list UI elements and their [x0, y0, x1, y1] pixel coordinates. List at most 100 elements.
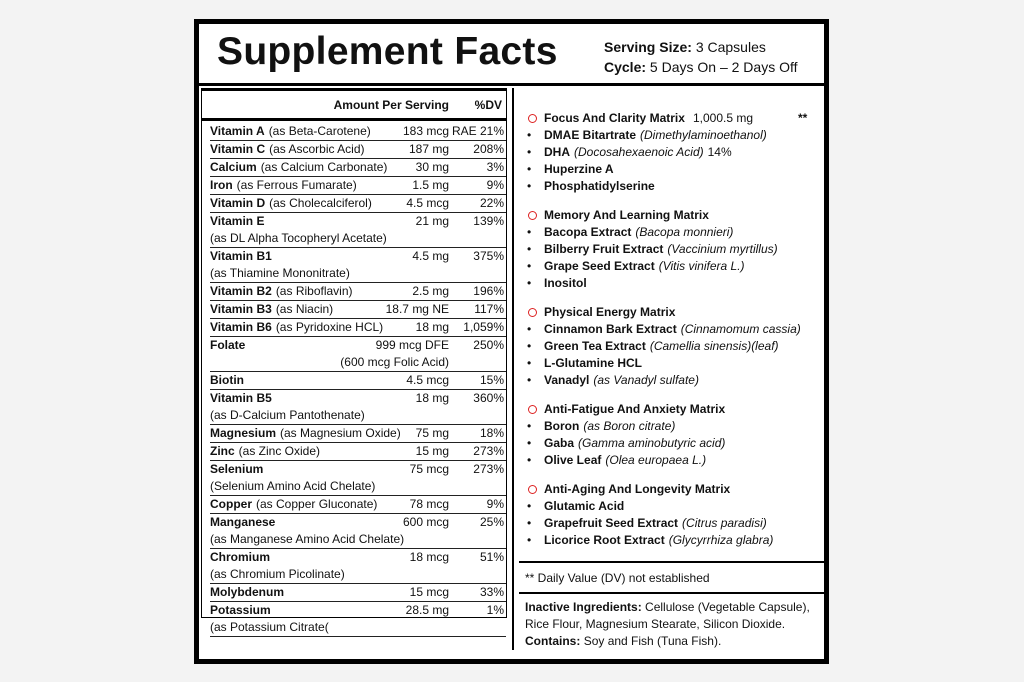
nutrient-row: Copper (as Copper Gluconate) 78 mcg 9%	[210, 496, 506, 514]
matrix-heading: Anti-Fatigue And Anxiety Matrix	[524, 401, 824, 418]
nutrient-header: Amount Per Serving %DV	[202, 91, 506, 121]
bullet: •	[527, 453, 532, 467]
ingredient: • Olive Leaf (Olea europaea L.)	[524, 452, 824, 469]
nutrient-name: Vitamin A	[210, 124, 265, 138]
nutrient-dv: 196%	[473, 284, 504, 298]
label-box	[194, 19, 829, 664]
matrix-note: **	[798, 111, 808, 125]
nutrient-source: (as Cholecalciferol)	[269, 196, 372, 210]
nutrient-amount: 75 mcg	[409, 462, 449, 476]
row-line: (as Potassium Citrate(	[210, 619, 506, 636]
ingredient-latin: (Olea europaea L.)	[605, 453, 707, 467]
serving-label: Serving Size:	[604, 39, 692, 55]
nutrient-amount: 21 mg	[415, 214, 449, 228]
ingredient-name: L-Glutamine HCL	[544, 356, 642, 370]
ingredient-name: DHA	[544, 145, 570, 159]
nutrient-amount: 1.5 mg	[412, 178, 449, 192]
column-divider	[512, 88, 514, 650]
inactive: Inactive Ingredients: Cellulose (Vegetab…	[525, 599, 820, 650]
nutrient-source: (as Zinc Oxide)	[238, 444, 321, 458]
nutrient-row: Potassium 28.5 mg 1% (as Potassium Citrate(	[210, 602, 506, 637]
nutrient-row: Vitamin E 21 mg 139% (as DL Alpha Tocophery…	[210, 213, 506, 248]
nutrient-dv: 15%	[479, 373, 504, 387]
row-line: Vitamin B2 (as Riboflavin) 2.5 mg 196%	[210, 283, 506, 300]
ingredient-latin: (Vitis vinifera L.)	[658, 259, 745, 273]
footnote-rule	[519, 561, 826, 563]
nutrient-source: (as Riboflavin)	[275, 284, 353, 298]
ingredient: • Bacopa Extract (Bacopa monnieri)	[524, 224, 824, 241]
nutrient-amount: 28.5 mg	[405, 603, 449, 617]
nutrient-source: (as Potassium Citrate(	[210, 620, 329, 634]
ingredient-latin: (Cinnamomum cassia)	[680, 322, 801, 336]
ingredient: • L-Glutamine HCL	[524, 355, 824, 372]
ingredient: • Huperzine A	[524, 161, 824, 178]
bullet: •	[527, 259, 532, 273]
cycle: Cycle: 5 Days On – 2 Days Off	[604, 59, 798, 75]
bullet: •	[527, 128, 532, 142]
nutrient-source: (as Ferrous Fumarate)	[236, 178, 357, 192]
matrix-heading: Memory And Learning Matrix	[524, 207, 824, 224]
nutrient-name: Zinc	[210, 444, 235, 458]
ingredient-name: Cinnamon Bark Extract	[544, 322, 677, 336]
nutrient-amount: 4.5 mg	[412, 249, 449, 263]
bullet: •	[527, 419, 532, 433]
nutrient-amount: 15 mg	[415, 444, 449, 458]
nutrient-row: Folate 999 mcg DFE 250% (600 mcg Folic Acid…	[210, 337, 506, 372]
row-line: Biotin 4.5 mcg 15%	[210, 372, 506, 389]
nutrient-source: (as Ascorbic Acid)	[269, 142, 365, 156]
nutrient-source: (as Calcium Carbonate)	[260, 160, 388, 174]
nutrient-row: Zinc (as Zinc Oxide) 15 mg 273%	[210, 443, 506, 461]
row-line: Vitamin C (as Ascorbic Acid) 187 mg 208%	[210, 141, 506, 158]
nutrient-dv: RAE 21%	[451, 124, 504, 138]
ingredient-name: Vanadyl	[544, 373, 590, 387]
matrix-group: Physical Energy Matrix • Cinnamon Bark Ext…	[524, 304, 824, 389]
ingredient: • Glutamic Acid	[524, 498, 824, 515]
ingredient-name: Bilberry Fruit Extract	[544, 242, 664, 256]
matrix-marker	[528, 114, 537, 123]
nutrient-amount: 187 mg	[408, 142, 449, 156]
row-line: Vitamin B6 (as Pyridoxine HCL) 18 mg 1,059%	[210, 319, 506, 336]
ingredient-latin: (as Boron citrate)	[583, 419, 676, 433]
bullet: •	[527, 242, 532, 256]
nutrient-name: Biotin	[210, 373, 244, 387]
nutrient-rows: Vitamin A (as Beta-Carotene) 183 mcg RAE 21…	[202, 121, 506, 637]
ingredient: • Inositol	[524, 275, 824, 292]
nutrient-name: Copper	[210, 497, 252, 511]
ingredient: • Boron (as Boron citrate)	[524, 418, 824, 435]
row-line: Iron (as Ferrous Fumarate) 1.5 mg 9%	[210, 177, 506, 194]
row-line: (600 mcg Folic Acid)	[210, 354, 506, 371]
nutrient-source: (as Manganese Amino Acid Chelate)	[210, 532, 405, 546]
nutrient-name: Vitamin C	[210, 142, 266, 156]
ingredient-latin: (Vaccinium myrtillus)	[667, 242, 778, 256]
matrix-amount: 1,000.5 mg	[693, 111, 754, 125]
bullet: •	[527, 516, 532, 530]
nutrient-source: (as DL Alpha Tocopheryl Acetate)	[210, 231, 387, 245]
ingredient-name: Olive Leaf	[544, 453, 602, 467]
nutrient-dv: 1,059%	[463, 320, 504, 334]
cycle-value: 5 Days On – 2 Days Off	[649, 59, 798, 75]
matrix-group: Focus And Clarity Matrix 1,000.5 mg ** • DMA…	[524, 110, 824, 195]
ingredient-name: Bacopa Extract	[544, 225, 632, 239]
nutrient-name: Vitamin E	[210, 214, 265, 228]
ingredient-name: DMAE Bitartrate	[544, 128, 637, 142]
nutrient-row: Vitamin D (as Cholecalciferol) 4.5 mcg 22%	[210, 195, 506, 213]
matrix-heading: Physical Energy Matrix	[524, 304, 824, 321]
nutrient-row: Vitamin B2 (as Riboflavin) 2.5 mg 196%	[210, 283, 506, 301]
bullet: •	[527, 533, 532, 547]
matrix-name: Anti-Fatigue And Anxiety Matrix	[544, 402, 726, 416]
nutrient-dv: 250%	[473, 338, 504, 352]
ingredient-name: Grapefruit Seed Extract	[544, 516, 679, 530]
ingredient-latin: (Gamma aminobutyric acid)	[578, 436, 726, 450]
ingredient-latin: (Docosahexaenoic Acid)	[574, 145, 704, 159]
nutrient-dv: 117%	[474, 302, 504, 316]
nutrient-name: Vitamin B6	[210, 320, 272, 334]
matrix-name: Anti-Aging And Longevity Matrix	[544, 482, 731, 496]
serving: Serving Size: 3 Capsules	[604, 39, 766, 55]
matrix-marker	[528, 308, 537, 317]
row-line: Folate 999 mcg DFE 250%	[210, 337, 506, 354]
ingredient-latin: (Dimethylaminoethanol)	[640, 128, 767, 142]
row-line: Molybdenum 15 mcg 33%	[210, 584, 506, 601]
nutrient-dv: 22%	[479, 196, 504, 210]
nutrient-dv: 9%	[486, 178, 504, 192]
nutrient-name: Iron	[210, 178, 233, 192]
